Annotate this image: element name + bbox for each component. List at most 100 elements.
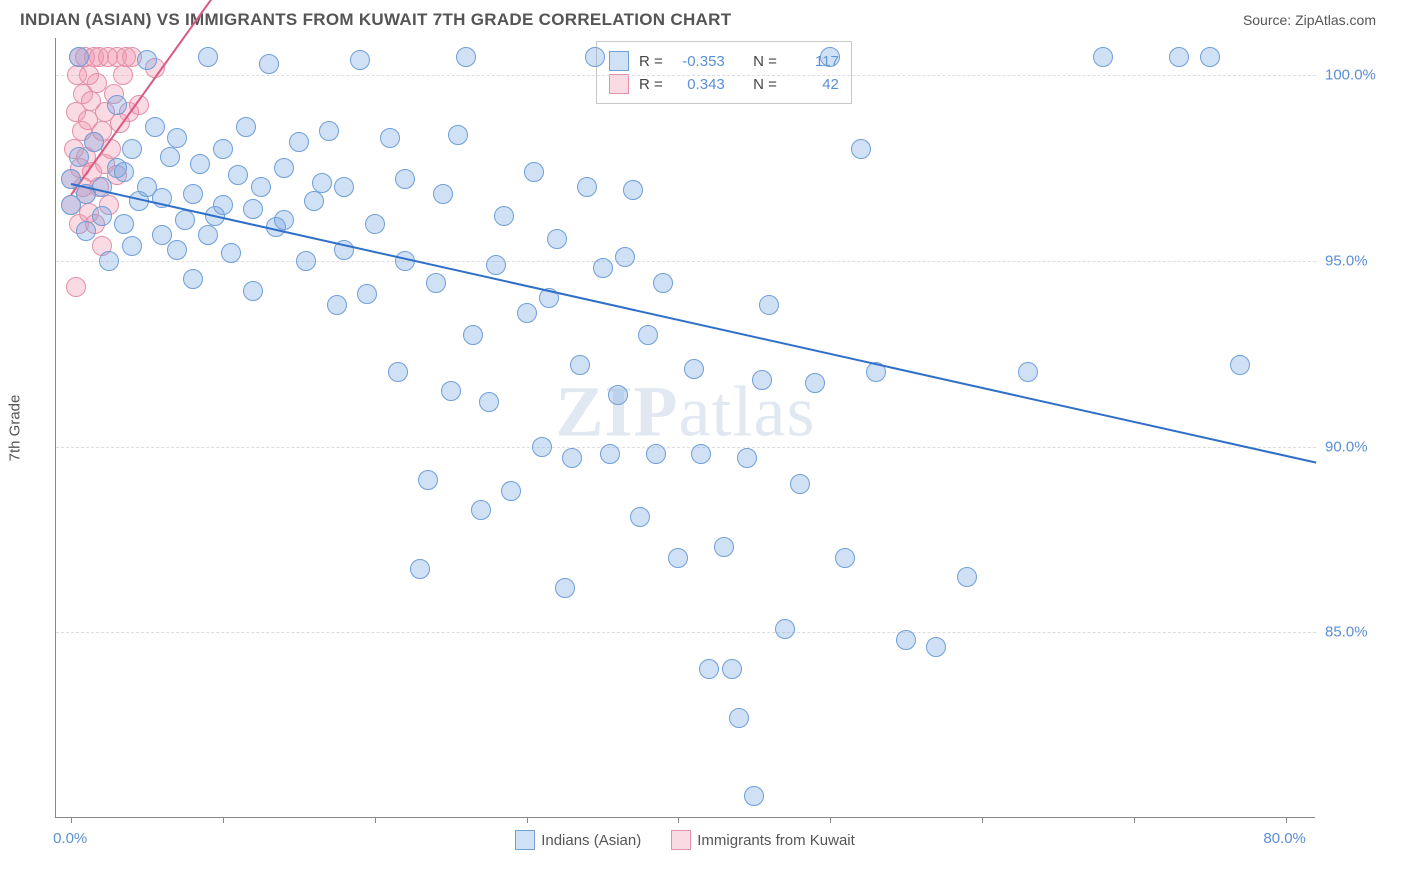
legend-item-blue: Indians (Asian) <box>515 830 641 850</box>
scatter-point-blue <box>820 47 840 67</box>
trendline-blue <box>71 183 1316 464</box>
scatter-point-blue <box>737 448 757 468</box>
scatter-point-blue <box>805 373 825 393</box>
stats-row-blue: R = -0.353 N = 117 <box>609 51 839 71</box>
scatter-point-blue <box>350 50 370 70</box>
scatter-point-blue <box>684 359 704 379</box>
scatter-point-blue <box>638 325 658 345</box>
scatter-point-pink <box>113 65 133 85</box>
scatter-point-blue <box>501 481 521 501</box>
watermark-atlas: atlas <box>679 371 816 451</box>
scatter-point-blue <box>570 355 590 375</box>
gridline-h <box>56 447 1316 448</box>
scatter-point-blue <box>547 229 567 249</box>
scatter-point-blue <box>471 500 491 520</box>
scatter-point-blue <box>957 567 977 587</box>
scatter-point-blue <box>69 47 89 67</box>
bottom-legend: Indians (Asian) Immigrants from Kuwait <box>55 830 1315 850</box>
scatter-point-blue <box>76 221 96 241</box>
scatter-point-blue <box>691 444 711 464</box>
source-link[interactable]: ZipAtlas.com <box>1295 12 1376 28</box>
scatter-point-blue <box>433 184 453 204</box>
scatter-point-blue <box>448 125 468 145</box>
stats-row-pink: R = 0.343 N = 42 <box>609 74 839 94</box>
scatter-point-blue <box>167 128 187 148</box>
r-label: R = <box>639 53 663 70</box>
r-value-pink: 0.343 <box>673 76 725 93</box>
scatter-point-blue <box>623 180 643 200</box>
xtick <box>1286 817 1287 823</box>
scatter-point-blue <box>213 195 233 215</box>
legend-item-pink: Immigrants from Kuwait <box>671 830 855 850</box>
scatter-point-blue <box>69 147 89 167</box>
scatter-point-blue <box>243 281 263 301</box>
ytick-label: 95.0% <box>1325 252 1368 269</box>
scatter-point-blue <box>456 47 476 67</box>
stats-box: R = -0.353 N = 117 R = 0.343 N = 42 <box>596 41 852 104</box>
scatter-point-blue <box>790 474 810 494</box>
header: INDIAN (ASIAN) VS IMMIGRANTS FROM KUWAIT… <box>0 0 1406 38</box>
scatter-point-blue <box>259 54 279 74</box>
scatter-point-blue <box>236 117 256 137</box>
n-label: N = <box>753 76 777 93</box>
scatter-point-blue <box>114 162 134 182</box>
scatter-point-blue <box>426 273 446 293</box>
watermark: ZIPatlas <box>556 370 816 453</box>
scatter-point-blue <box>357 284 377 304</box>
scatter-point-blue <box>175 210 195 230</box>
scatter-point-blue <box>744 786 764 806</box>
scatter-point-blue <box>524 162 544 182</box>
source-attribution: Source: ZipAtlas.com <box>1243 12 1376 28</box>
ytick-label: 100.0% <box>1325 67 1376 84</box>
scatter-point-blue <box>630 507 650 527</box>
scatter-point-blue <box>441 381 461 401</box>
scatter-point-blue <box>183 184 203 204</box>
scatter-point-blue <box>555 578 575 598</box>
scatter-point-blue <box>775 619 795 639</box>
scatter-point-blue <box>198 225 218 245</box>
scatter-point-blue <box>562 448 582 468</box>
xtick <box>1134 817 1135 823</box>
scatter-point-blue <box>835 548 855 568</box>
scatter-point-blue <box>608 385 628 405</box>
scatter-point-blue <box>183 269 203 289</box>
xtick <box>223 817 224 823</box>
n-value-pink: 42 <box>787 76 839 93</box>
xtick <box>830 817 831 823</box>
legend-label-pink: Immigrants from Kuwait <box>697 832 855 849</box>
scatter-point-blue <box>289 132 309 152</box>
watermark-zip: ZIP <box>556 371 679 451</box>
scatter-point-blue <box>274 158 294 178</box>
scatter-point-blue <box>380 128 400 148</box>
scatter-point-blue <box>600 444 620 464</box>
gridline-h <box>56 261 1316 262</box>
scatter-point-blue <box>190 154 210 174</box>
scatter-point-blue <box>418 470 438 490</box>
scatter-point-blue <box>463 325 483 345</box>
xtick-label: 80.0% <box>1263 830 1306 847</box>
scatter-point-blue <box>122 139 142 159</box>
legend-label-blue: Indians (Asian) <box>541 832 641 849</box>
xtick <box>71 817 72 823</box>
scatter-point-blue <box>532 437 552 457</box>
gridline-h <box>56 632 1316 633</box>
scatter-point-blue <box>296 251 316 271</box>
scatter-point-blue <box>243 199 263 219</box>
scatter-point-blue <box>653 273 673 293</box>
gridline-h <box>56 75 1316 76</box>
chart-area: 7th Grade ZIPatlas R = -0.353 N = 117 R … <box>55 38 1375 818</box>
n-label: N = <box>753 53 777 70</box>
swatch-blue <box>609 51 629 71</box>
scatter-point-blue <box>729 708 749 728</box>
scatter-point-blue <box>1200 47 1220 67</box>
scatter-point-blue <box>395 169 415 189</box>
swatch-pink <box>671 830 691 850</box>
scatter-point-blue <box>759 295 779 315</box>
y-axis-title: 7th Grade <box>7 395 24 462</box>
scatter-point-blue <box>160 147 180 167</box>
scatter-point-blue <box>137 50 157 70</box>
xtick <box>678 817 679 823</box>
scatter-point-blue <box>114 214 134 234</box>
scatter-point-blue <box>327 295 347 315</box>
scatter-point-blue <box>577 177 597 197</box>
